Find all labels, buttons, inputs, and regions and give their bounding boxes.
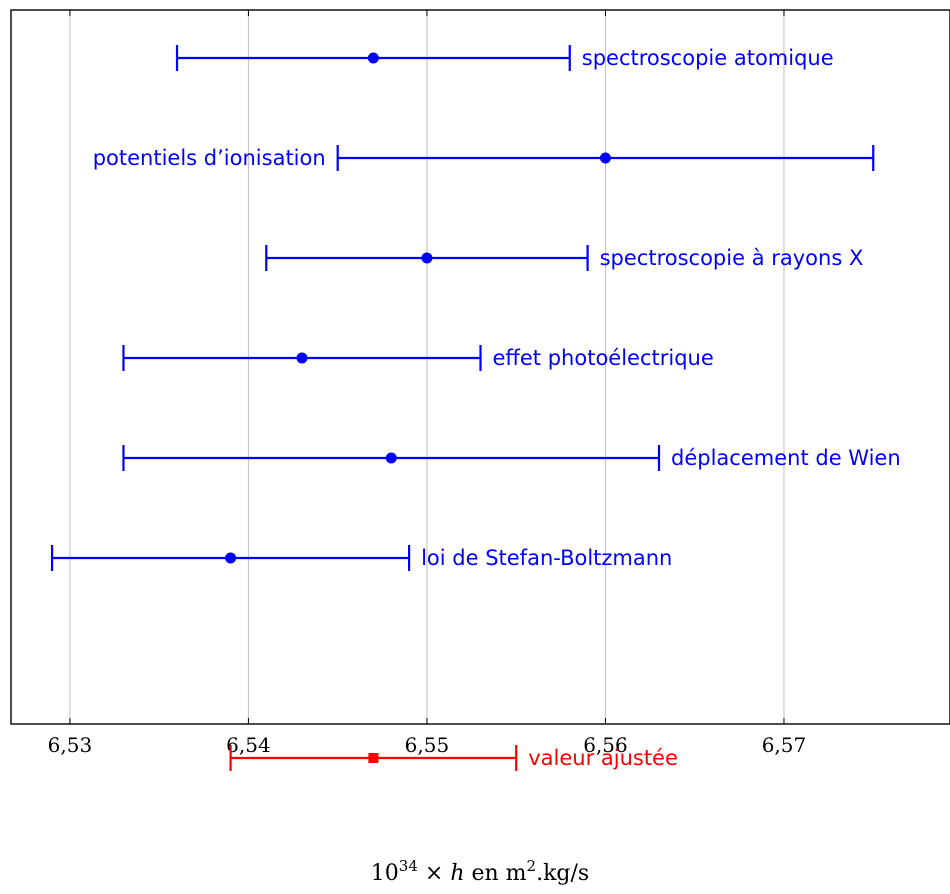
data-point-label: spectroscopie atomique: [582, 46, 834, 70]
x-tick-label: 6,54: [226, 733, 271, 757]
x-axis-title-part: 10: [371, 861, 399, 886]
data-point-marker: [367, 52, 379, 64]
data-point-marker: [599, 152, 611, 164]
data-point-label: déplacement de Wien: [671, 446, 901, 470]
data-point-marker: [385, 452, 397, 464]
x-axis-title-part: en m: [464, 861, 526, 886]
x-tick-label: 6,57: [762, 733, 807, 757]
data-point-group: loi de Stefan-Boltzmann: [50, 545, 672, 571]
x-axis-title-part: .kg/s: [536, 861, 589, 886]
x-axis-title-part: h: [450, 861, 464, 886]
data-point-marker: [225, 552, 237, 564]
x-tick-label: 6,55: [405, 733, 450, 757]
data-point-group: potentiels d’ionisation: [93, 145, 875, 171]
data-point-label: effet photoélectrique: [493, 346, 714, 370]
grid: [69, 10, 785, 724]
plot-frame: [10, 9, 950, 725]
data-point-marker: [368, 753, 379, 763]
data-point-marker: [296, 352, 308, 364]
x-axis-title-part: ×: [418, 861, 450, 886]
data-point-marker: [421, 252, 433, 264]
data-point-group: spectroscopie à rayons X: [265, 245, 864, 271]
x-axis-title: 1034 × h en m2.kg/s: [371, 857, 589, 886]
series: spectroscopie atomique potentiels d’ionis…: [50, 45, 901, 771]
data-point-label: loi de Stefan-Boltzmann: [421, 546, 672, 570]
x-axis-title-part: 2: [527, 857, 537, 875]
x-axis-ticks: 6,53 6,54 6,55 6,56 6,57: [48, 10, 807, 757]
data-point-group: effet photoélectrique: [122, 345, 714, 371]
data-point-group: spectroscopie atomique: [175, 45, 834, 71]
data-point-label: spectroscopie à rayons X: [600, 246, 864, 270]
data-point-group: déplacement de Wien: [122, 445, 901, 471]
x-tick-label: 6,53: [48, 733, 93, 757]
x-tick-label: 6,56: [583, 733, 628, 757]
x-axis-title-part: 34: [399, 857, 418, 875]
data-point-label: valeur ajustée: [528, 746, 678, 770]
data-point-group: valeur ajustée: [229, 745, 678, 771]
data-point-label: potentiels d’ionisation: [93, 146, 326, 170]
